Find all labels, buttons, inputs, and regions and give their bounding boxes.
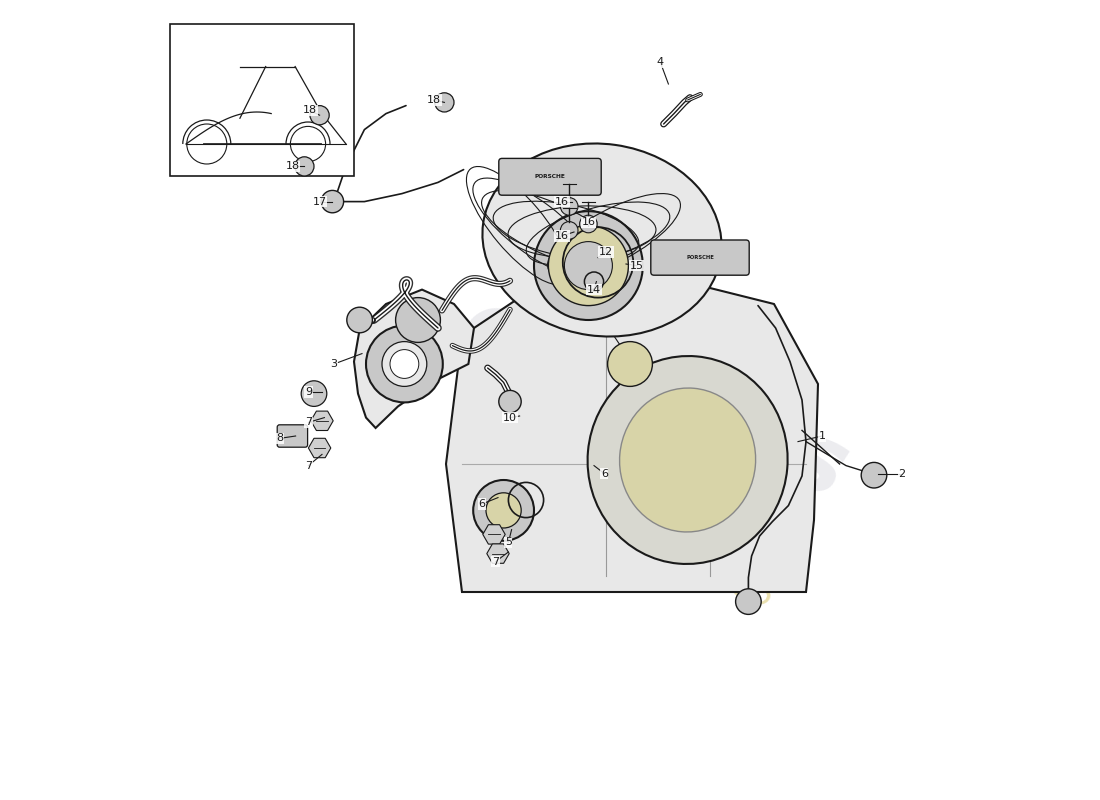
Circle shape	[396, 298, 440, 342]
Text: PORSCHE: PORSCHE	[686, 255, 714, 260]
Text: 10: 10	[503, 413, 517, 422]
Text: 5: 5	[505, 538, 512, 547]
Circle shape	[473, 480, 534, 541]
FancyBboxPatch shape	[498, 158, 602, 195]
Polygon shape	[487, 544, 509, 563]
Circle shape	[310, 106, 329, 125]
Text: 7: 7	[305, 418, 312, 427]
Ellipse shape	[619, 388, 756, 532]
Text: 7: 7	[492, 557, 499, 566]
Text: 6: 6	[478, 499, 485, 509]
Text: 7: 7	[305, 461, 312, 470]
Circle shape	[564, 242, 613, 290]
FancyBboxPatch shape	[277, 425, 308, 447]
Text: 8: 8	[276, 434, 283, 443]
Text: 15: 15	[629, 261, 644, 270]
Text: 1: 1	[818, 431, 825, 441]
Circle shape	[346, 307, 373, 333]
Polygon shape	[354, 290, 474, 428]
Ellipse shape	[483, 143, 722, 337]
Circle shape	[560, 222, 578, 239]
Text: 18: 18	[285, 162, 299, 171]
Text: 16: 16	[556, 231, 569, 241]
FancyBboxPatch shape	[651, 240, 749, 275]
FancyBboxPatch shape	[170, 24, 354, 176]
Circle shape	[366, 326, 443, 402]
Text: PORSCHE: PORSCHE	[535, 174, 565, 179]
Text: eurores: eurores	[447, 281, 861, 519]
Polygon shape	[446, 256, 818, 592]
Text: 9: 9	[305, 387, 312, 397]
Circle shape	[534, 211, 642, 320]
Polygon shape	[311, 411, 333, 430]
Circle shape	[498, 390, 521, 413]
Circle shape	[560, 198, 578, 215]
Circle shape	[607, 342, 652, 386]
Text: 14: 14	[587, 285, 601, 294]
Circle shape	[549, 226, 628, 306]
Text: a passion for
excellence 1985: a passion for excellence 1985	[513, 442, 795, 614]
Text: 16: 16	[582, 218, 595, 227]
Circle shape	[486, 493, 521, 528]
Circle shape	[390, 350, 419, 378]
Ellipse shape	[587, 356, 788, 564]
Circle shape	[382, 342, 427, 386]
Circle shape	[434, 93, 454, 112]
Text: 17: 17	[312, 197, 327, 206]
Circle shape	[295, 157, 313, 176]
Text: 3: 3	[330, 359, 338, 369]
Circle shape	[736, 589, 761, 614]
Text: 6: 6	[601, 469, 608, 478]
Text: 18: 18	[427, 95, 441, 105]
Text: 18: 18	[302, 106, 317, 115]
Polygon shape	[483, 525, 505, 544]
Polygon shape	[308, 438, 331, 458]
Text: 12: 12	[598, 247, 613, 257]
Circle shape	[861, 462, 887, 488]
Text: 2: 2	[899, 469, 905, 478]
Circle shape	[580, 215, 597, 233]
Text: 4: 4	[657, 58, 664, 67]
Circle shape	[301, 381, 327, 406]
Circle shape	[321, 190, 343, 213]
Text: 16: 16	[556, 197, 569, 206]
